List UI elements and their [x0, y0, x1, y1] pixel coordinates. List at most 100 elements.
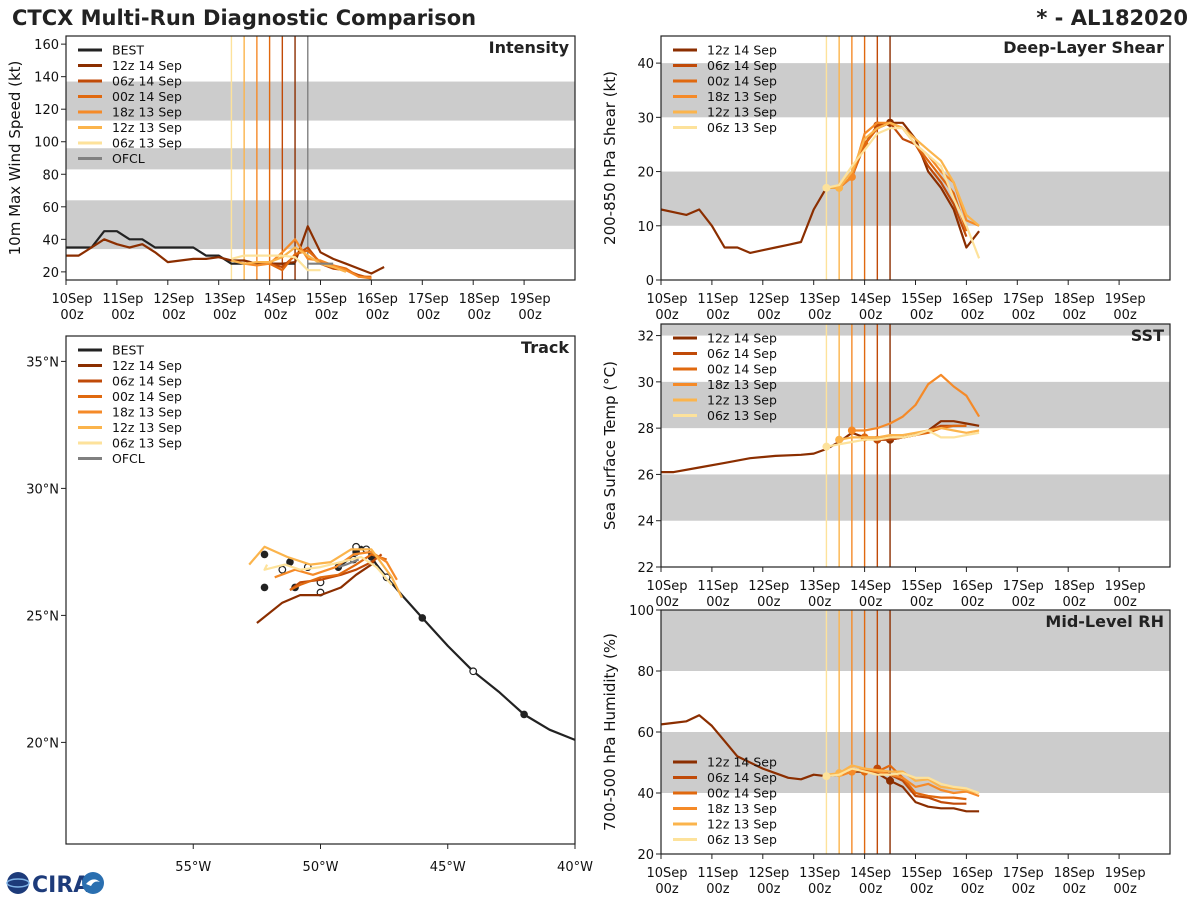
- x-tick-label: 12Sep: [748, 866, 789, 881]
- x-tick-label: 00z: [60, 308, 84, 323]
- x-tick-label: 00z: [366, 308, 390, 323]
- y-axis-label: 700-500 hPa Humidity (%): [601, 633, 619, 831]
- legend-label-06z-14-sep: 06z 14 Sep: [112, 74, 182, 89]
- x-tick-label: 12Sep: [153, 292, 194, 307]
- series-group: [248, 542, 575, 741]
- series-line-06z-13-sep: [263, 555, 393, 586]
- x-tick-label: 00z: [655, 308, 679, 323]
- legend-label-12z-14-sep: 12z 14 Sep: [707, 43, 777, 58]
- series-marker-12z-14-sep: [886, 776, 895, 785]
- y-tick-label: 160: [34, 38, 59, 53]
- legend-label-18z-13-sep: 18z 13 Sep: [112, 105, 182, 120]
- legend-label-06z-13-sep: 06z 13 Sep: [112, 436, 182, 451]
- shaded-band: [661, 171, 1170, 226]
- x-tick-label: 19Sep: [1105, 866, 1146, 881]
- x-tick-label: 17Sep: [408, 292, 449, 307]
- x-tick-label: 13Sep: [204, 292, 245, 307]
- x-tick-label: 00z: [518, 308, 542, 323]
- legend-label-12z-14-sep: 12z 14 Sep: [707, 331, 777, 346]
- x-tick-label: 00z: [706, 882, 730, 897]
- panel-title: Mid-Level RH: [1045, 612, 1164, 631]
- series-line-06z-13-sep: [826, 127, 981, 259]
- legend-label-18z-13-sep: 18z 13 Sep: [707, 801, 777, 816]
- x-tick-label: 00z: [213, 308, 237, 323]
- series-line-12z-14-sep: [661, 714, 980, 813]
- x-tick-label: 00z: [808, 595, 832, 610]
- logo-orbit-icon: [6, 878, 30, 888]
- x-tick-label: 10Sep: [646, 866, 687, 881]
- y-axis-label: Sea Surface Temp (°C): [601, 361, 619, 530]
- x-tick-label: 14Sep: [850, 292, 891, 307]
- y-tick-label: 22: [637, 561, 654, 576]
- x-tick-label: 00z: [655, 595, 679, 610]
- x-tick-label: 00z: [417, 308, 441, 323]
- y-tick-label: 20: [637, 166, 654, 181]
- sst-panel: SST22242628303210Sep00z11Sep00z12Sep00z1…: [601, 323, 1171, 610]
- series-line-ofcl: [337, 558, 360, 569]
- x-tick-label: 00z: [961, 882, 985, 897]
- track-point-filled: [260, 550, 269, 559]
- y-tick-label: 140: [34, 71, 59, 86]
- legend-label-ofcl: OFCL: [112, 451, 145, 466]
- track-point-open: [278, 565, 287, 574]
- x-tick-label: 11Sep: [102, 292, 143, 307]
- x-tick-label: 40°W: [557, 860, 593, 875]
- y-tick-label: 80: [637, 665, 654, 680]
- track-point-filled: [260, 583, 269, 592]
- x-tick-label: 00z: [264, 308, 288, 323]
- x-tick-label: 00z: [910, 308, 934, 323]
- x-tick-label: 00z: [859, 882, 883, 897]
- panel-title: Intensity: [489, 38, 570, 57]
- x-tick-label: 12Sep: [748, 579, 789, 594]
- legend-label-18z-13-sep: 18z 13 Sep: [707, 377, 777, 392]
- storm-id: * - AL182020: [1036, 6, 1188, 30]
- x-tick-label: 11Sep: [697, 292, 738, 307]
- x-tick-label: 00z: [706, 308, 730, 323]
- track-point-open: [469, 667, 478, 676]
- legend-label-00z-14-sep: 00z 14 Sep: [707, 74, 777, 89]
- x-tick-label: 00z: [1113, 882, 1137, 897]
- legend-label-18z-13-sep: 18z 13 Sep: [112, 405, 182, 420]
- x-tick-label: 19Sep: [1105, 579, 1146, 594]
- x-tick-label: 00z: [859, 308, 883, 323]
- x-tick-label: 00z: [1063, 882, 1087, 897]
- x-tick-label: 00z: [961, 595, 985, 610]
- legend-label-06z-13-sep: 06z 13 Sep: [707, 832, 777, 847]
- y-tick-label: 30°N: [26, 482, 59, 497]
- intensity-panel: Intensity2040608010012014016010Sep00z11S…: [6, 35, 576, 323]
- x-tick-label: 00z: [468, 308, 492, 323]
- track-point-filled: [286, 558, 294, 566]
- legend-label-best: BEST: [112, 43, 144, 58]
- x-tick-label: 17Sep: [1003, 579, 1044, 594]
- series-line-12z-13-sep: [826, 764, 980, 795]
- y-tick-label: 40: [42, 233, 59, 248]
- series-line-06z-13-sep: [826, 429, 980, 448]
- series-marker-06z-13-sep: [822, 442, 831, 451]
- y-tick-label: 100: [34, 136, 59, 151]
- x-tick-label: 11Sep: [697, 866, 738, 881]
- x-tick-label: 00z: [757, 308, 781, 323]
- panel-title: Track: [521, 338, 569, 357]
- y-tick-label: 40: [637, 57, 654, 72]
- y-tick-label: 0: [646, 274, 654, 289]
- x-tick-label: 10Sep: [646, 579, 687, 594]
- y-tick-label: 80: [42, 168, 59, 183]
- x-tick-label: 00z: [910, 882, 934, 897]
- x-tick-label: 00z: [315, 308, 339, 323]
- y-tick-label: 24: [637, 515, 654, 530]
- series-line-12z-14-sep: [661, 420, 980, 474]
- series-line-12z-13-sep: [231, 246, 347, 273]
- logo-globe-icon: [7, 872, 29, 894]
- legend-label-12z-13-sep: 12z 13 Sep: [707, 105, 777, 120]
- panel-title: SST: [1131, 326, 1164, 345]
- x-tick-label: 00z: [1113, 308, 1137, 323]
- x-tick-label: 00z: [1063, 595, 1087, 610]
- x-tick-label: 18Sep: [459, 292, 500, 307]
- x-tick-label: 15Sep: [901, 866, 942, 881]
- y-tick-label: 100: [629, 604, 654, 619]
- series-line-06z-13-sep: [826, 767, 980, 795]
- shaded-band: [661, 610, 1170, 671]
- y-tick-label: 30: [637, 111, 654, 126]
- x-tick-label: 00z: [655, 882, 679, 897]
